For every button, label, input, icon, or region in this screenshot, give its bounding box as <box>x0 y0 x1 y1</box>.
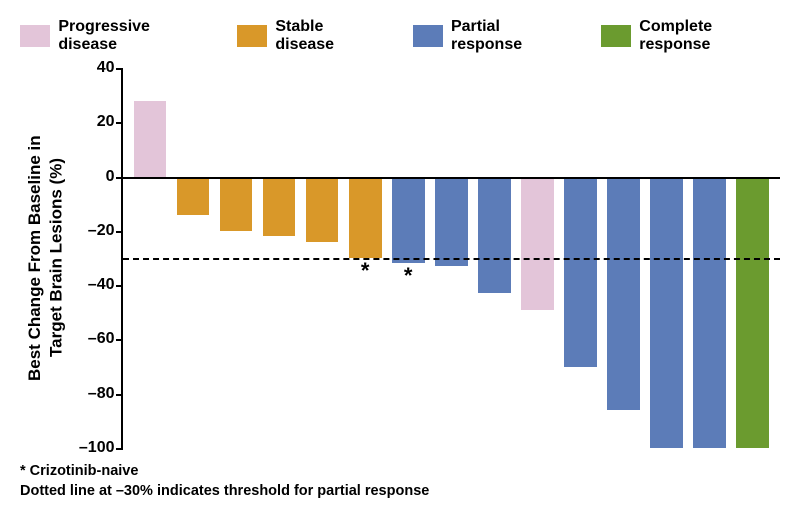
footnote-threshold: Dotted line at –30% indicates threshold … <box>20 482 780 502</box>
legend-label: Partial response <box>451 18 569 54</box>
waterfall-chart: Best Change From Baseline inTarget Brain… <box>20 68 780 448</box>
legend-label: Stable disease <box>275 18 380 54</box>
bar <box>392 177 425 264</box>
star-marker: * <box>361 258 370 284</box>
bar <box>478 177 511 294</box>
y-axis-ticks: 40200–20–40–60–80–100 <box>71 68 121 448</box>
zero-line <box>123 177 781 180</box>
bar <box>693 177 726 448</box>
bar <box>521 177 554 310</box>
bar <box>650 177 683 448</box>
y-tick-mark <box>116 68 123 70</box>
legend: Progressive disease Stable disease Partial… <box>20 18 780 54</box>
legend-label: Complete response <box>639 18 780 54</box>
y-tick-mark <box>116 394 123 396</box>
legend-swatch <box>413 25 443 47</box>
footnote-crizotinib: * Crizotinib-naive <box>20 462 780 482</box>
bar <box>263 177 296 237</box>
legend-swatch <box>237 25 267 47</box>
legend-item: Complete response <box>601 18 780 54</box>
plot-area: ** <box>121 68 781 448</box>
legend-item: Progressive disease <box>20 18 205 54</box>
bar <box>220 177 253 231</box>
bar <box>564 177 597 367</box>
y-tick-mark <box>116 285 123 287</box>
y-tick-mark <box>116 122 123 124</box>
legend-swatch <box>20 25 50 47</box>
footnotes: * Crizotinib-naive Dotted line at –30% i… <box>20 462 780 501</box>
y-tick-mark <box>116 231 123 233</box>
y-axis-label: Best Change From Baseline inTarget Brain… <box>20 68 71 448</box>
bar <box>435 177 468 267</box>
bar <box>177 177 210 215</box>
bar <box>349 177 382 258</box>
bar <box>306 177 339 242</box>
y-tick-mark <box>116 177 123 179</box>
star-marker: * <box>404 263 413 289</box>
legend-item: Partial response <box>413 18 569 54</box>
bar <box>134 101 167 177</box>
y-tick-mark <box>116 339 123 341</box>
legend-item: Stable disease <box>237 18 381 54</box>
legend-swatch <box>601 25 631 47</box>
bar <box>736 177 769 448</box>
y-tick-mark <box>116 448 123 450</box>
legend-label: Progressive disease <box>58 18 205 54</box>
threshold-line <box>123 258 781 260</box>
bar <box>607 177 640 410</box>
